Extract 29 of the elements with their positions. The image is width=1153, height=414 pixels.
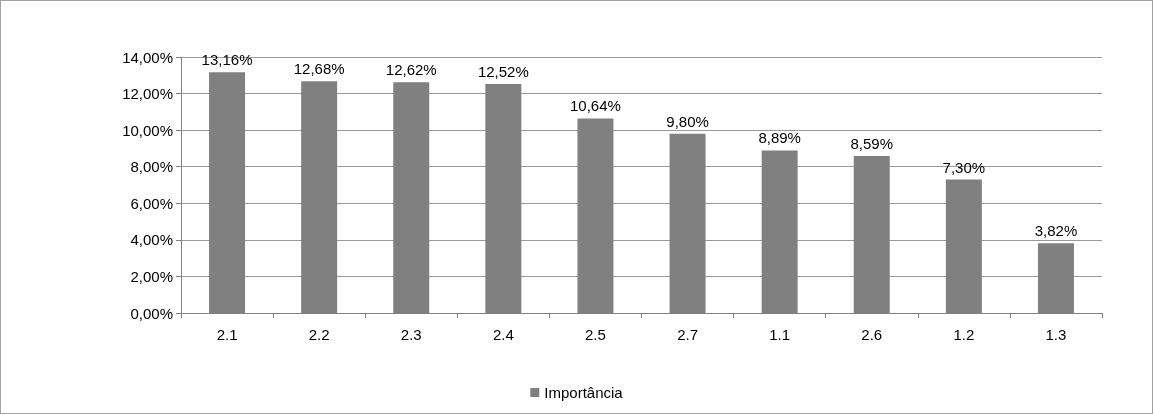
data-label: 3,82%	[1034, 222, 1078, 240]
data-label: 12,68%	[293, 60, 345, 78]
data-label: 8,89%	[758, 129, 801, 147]
x-tick-label: 1.1	[769, 326, 791, 343]
data-label: 8,59%	[850, 134, 894, 152]
y-tick-label: 14,00%	[122, 48, 173, 66]
x-tick-label: 2.5	[585, 326, 606, 343]
y-tick-label: 2,00%	[130, 267, 173, 285]
y-tick-label: 8,00%	[130, 158, 173, 176]
data-label: 10,64%	[570, 97, 621, 115]
x-tick-label: 2.7	[677, 326, 698, 343]
x-tick-label: 1.2	[953, 326, 975, 343]
x-tick-label: 2.2	[308, 326, 330, 343]
data-label: 12,52%	[477, 63, 529, 81]
y-tick-label: 12,00%	[122, 85, 173, 103]
y-tick-label: 4,00%	[130, 231, 173, 249]
y-tick-label: 0,00%	[130, 304, 173, 322]
x-tick-label: 2.3	[400, 326, 422, 343]
x-tick-label: 2.1	[216, 326, 238, 343]
y-tick-label: 10,00%	[122, 121, 173, 139]
data-label: 13,16%	[201, 51, 253, 69]
x-tick-label: 2.4	[492, 326, 514, 343]
legend-label: Importância	[544, 384, 624, 401]
x-tick-label: 1.3	[1045, 326, 1067, 343]
data-label: 7,30%	[942, 158, 986, 176]
y-tick-label: 6,00%	[130, 194, 173, 212]
x-tick-label: 2.6	[861, 326, 883, 343]
data-label: 9,80%	[666, 112, 709, 130]
data-label: 12,62%	[385, 61, 437, 79]
